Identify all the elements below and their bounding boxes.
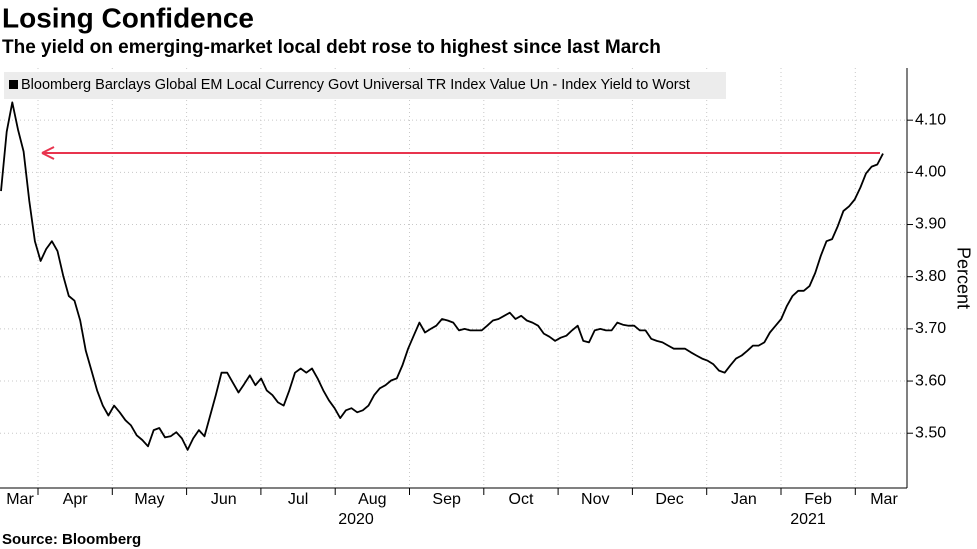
x-tick-label: Sep — [432, 491, 461, 508]
x-tick-label: Jun — [211, 491, 237, 508]
x-tick-label: Mar — [870, 491, 898, 508]
x-tick-label: Jan — [731, 491, 757, 508]
x-tick-label: Feb — [804, 491, 832, 508]
y-tick-label: 3.60 — [915, 372, 946, 389]
x-year-label: 2021 — [790, 511, 826, 528]
chart-subtitle: The yield on emerging-market local debt … — [2, 37, 661, 58]
x-year-label: 2020 — [338, 511, 374, 528]
arrow-head — [41, 146, 55, 160]
source: Source: Bloomberg — [2, 531, 141, 548]
x-tick-label: Nov — [581, 491, 609, 508]
y-tick-label: 4.10 — [915, 111, 946, 128]
y-axis-label: Percent — [953, 247, 973, 309]
legend-box — [4, 72, 726, 99]
x-tick-label: Apr — [63, 491, 89, 508]
chart-title: Losing Confidence — [2, 2, 254, 33]
legend-swatch — [9, 80, 18, 89]
legend-label: Bloomberg Barclays Global EM Local Curre… — [21, 77, 690, 93]
y-tick-label: 3.80 — [915, 268, 946, 285]
x-tick-label: Jul — [288, 491, 308, 508]
y-tick-label: 3.90 — [915, 216, 946, 233]
line-series — [0, 101, 884, 451]
y-tick-label: 3.70 — [915, 320, 946, 337]
x-tick-label: Oct — [509, 491, 534, 508]
x-tick-label: May — [134, 491, 164, 508]
x-tick-label: Mar — [6, 491, 34, 508]
y-tick-label: 3.50 — [915, 424, 946, 441]
x-tick-label: Aug — [358, 491, 386, 508]
x-tick-label: Dec — [655, 491, 683, 508]
y-tick-label: 4.00 — [915, 164, 946, 181]
